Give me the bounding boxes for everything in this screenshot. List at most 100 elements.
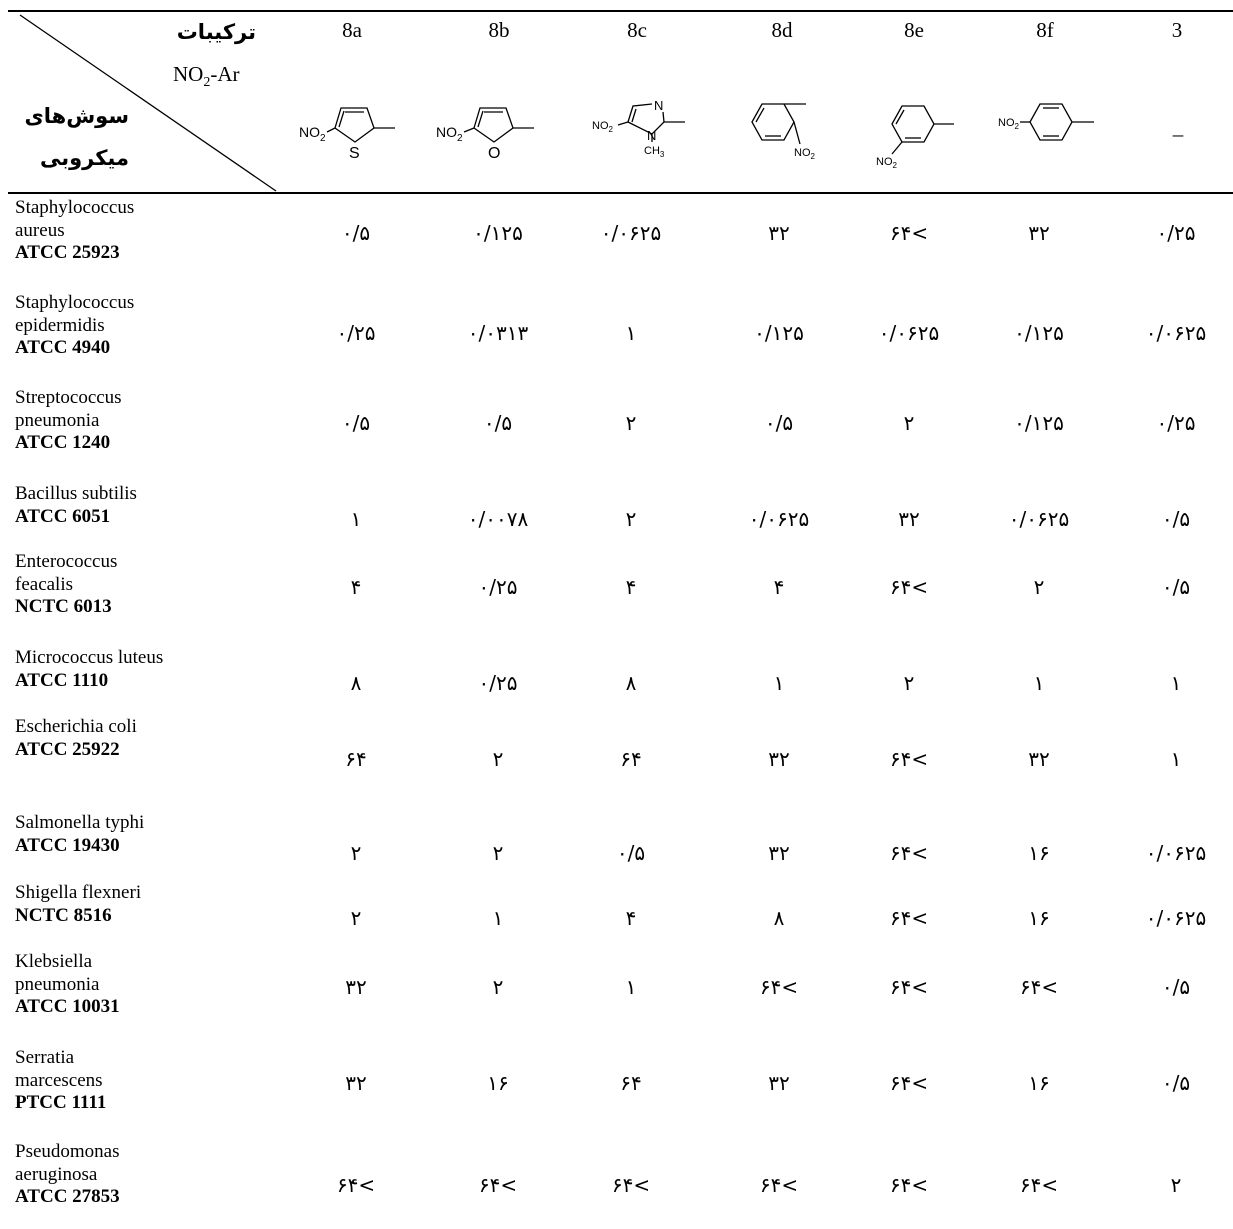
- mic-value-cell-8c: ۱: [625, 975, 637, 999]
- mic-value-cell-3: ۰/۰۶۲۵: [1145, 906, 1207, 930]
- mic-value-cell-8c: ۲: [625, 507, 637, 531]
- table-row: Streptococcus pneumonia ATCC 1240 ۰/۵ ۰/۵ ۲ ۰/…: [0, 387, 1233, 475]
- table-top-rule: [8, 10, 1233, 12]
- nitroaryl-header-label: NO2-Ar: [173, 62, 240, 91]
- mic-value-cell-8a: ۰/۲۵: [336, 321, 376, 345]
- mic-value-cell-8e: ۶۴<: [889, 841, 929, 865]
- mic-value-cell-8f: ۶۴<: [1019, 1173, 1059, 1197]
- mic-value-cell-8e: ۶۴<: [889, 1173, 929, 1197]
- strain-code: ATCC 25923: [15, 242, 120, 263]
- strain-name-line: Pseudomonas: [15, 1141, 120, 1162]
- table-row: Staphylococcus epidermidis ATCC 4940 ۰/۲۵ ۰/…: [0, 292, 1233, 380]
- column-header-8f: 8f: [1036, 18, 1054, 42]
- nitrogen-atom-bottom: N: [647, 128, 656, 143]
- methyl-label: CH3: [644, 145, 665, 159]
- strains-header-label-line2: میکروبی: [39, 146, 129, 170]
- table-row: Shigella flexneri NCTC 8516 ۲ ۱ ۴ ۸ ۶۴< ۱۶ ۰/۰۶۲…: [0, 882, 1233, 970]
- column-header-8a: 8a: [342, 18, 362, 42]
- mic-value-cell-8a: ۶۴<: [336, 1173, 376, 1197]
- mic-value-cell-8e: ۲: [903, 411, 915, 435]
- mic-value-cell-8f: ۳۲: [1028, 747, 1050, 771]
- mic-value-cell-3: ۰/۵: [1161, 507, 1191, 531]
- nitro-label: NO2: [299, 124, 326, 144]
- strain-code: ATCC 25922: [15, 738, 120, 760]
- mic-value-cell-8e: ۳۲: [898, 507, 920, 531]
- strain-name-cell: Bacillus subtilis ATCC 6051: [15, 483, 245, 528]
- mic-value-cell-3: ۰/۰۶۲۵: [1145, 321, 1207, 345]
- mic-value-cell-3: ۰/۰۶۲۵: [1145, 841, 1207, 865]
- nitro-text: NO: [173, 62, 204, 86]
- strain-name-line: epidermidis: [15, 314, 105, 336]
- mic-value-cell-3: ۱: [1170, 671, 1182, 695]
- strain-code: PTCC 1111: [15, 1092, 107, 1113]
- mic-value-cell-8b: ۲: [492, 841, 504, 865]
- structure-8c-nitroimidazole: NO2 N N CH3: [590, 92, 720, 172]
- mic-value-cell-8f: ۲: [1033, 575, 1045, 599]
- mic-value-cell-8c: ۶۴: [620, 1071, 642, 1095]
- mic-value-cell-8b: ۱۶: [487, 1071, 509, 1095]
- strain-code: ATCC 6051: [15, 505, 111, 527]
- strain-code: ATCC 1240: [15, 432, 111, 453]
- mic-value-cell-8e: ۶۴<: [889, 747, 929, 771]
- mic-value-cell-8b: ۰/۵: [483, 411, 513, 435]
- mic-value-cell-8d: ۳۲: [768, 841, 790, 865]
- nitro-label: NO2: [592, 120, 614, 134]
- mic-value-cell-8c: ۰/۰۶۲۵: [600, 221, 662, 245]
- strain-name-line: Salmonella typhi: [15, 812, 145, 833]
- column-header-8e: 8e: [904, 18, 924, 42]
- table-row: Bacillus subtilis ATCC 6051 ۱ ۰/۰۰۷۸ ۲ ۰/۰۶۲۵…: [0, 483, 1233, 571]
- structure-8a-nitrothiophene: NO2 S: [297, 92, 417, 172]
- table-row: Salmonella typhi ATCC 19430 ۲ ۲ ۰/۵ ۳۲ ۶۴< ۱۶ ۰/…: [0, 812, 1233, 900]
- mic-value-cell-8e: ۶۴<: [889, 221, 929, 245]
- strain-name-line: Shigella flexneri: [15, 882, 142, 903]
- nitrogen-atom-top: N: [654, 98, 663, 113]
- mic-value-cell-8a: ۰/۵: [341, 221, 371, 245]
- mic-value-cell-8f: ۱۶: [1028, 906, 1050, 930]
- mic-value-cell-8d: ۳۲: [768, 221, 790, 245]
- strain-name-cell: Salmonella typhi ATCC 19430: [15, 812, 245, 857]
- strain-name-cell: Shigella flexneri NCTC 8516: [15, 882, 245, 927]
- mic-value-cell-8c: ۴: [625, 575, 637, 599]
- mic-value-cell-8d: ۴: [773, 575, 785, 599]
- mic-value-cell-3: ۱: [1170, 747, 1182, 771]
- strain-name-line: Staphylococcus: [15, 197, 135, 218]
- mic-value-cell-8c: ۶۴<: [611, 1173, 651, 1197]
- mic-value-cell-8b: ۰/۲۵: [478, 575, 518, 599]
- mic-value-cell-8c: ۲: [625, 411, 637, 435]
- mic-value-cell-8c: ۴: [625, 906, 637, 930]
- structure-8f-para-nitrophenyl: NO2: [998, 92, 1108, 167]
- header-diagonal-line: [18, 13, 288, 198]
- mic-value-cell-8e: ۰/۰۶۲۵: [878, 321, 940, 345]
- strain-name-line: Streptococcus: [15, 387, 122, 408]
- mic-value-cell-8f: ۰/۱۲۵: [1014, 411, 1064, 435]
- mic-value-cell-8c: ۶۴: [620, 747, 642, 771]
- table-row: Klebsiella pneumonia ATCC 10031 ۳۲ ۲ ۱ ۶۴< ۶۴< ۶…: [0, 951, 1233, 1039]
- mic-value-cell-8b: ۰/۲۵: [478, 671, 518, 695]
- strain-name-line: Micrococcus luteus: [15, 647, 164, 668]
- mic-value-cell-8d: ۸: [773, 906, 785, 930]
- strain-name-cell: Pseudomonas aeruginosa ATCC 27853: [15, 1141, 245, 1209]
- mic-value-cell-8d: ۳۲: [768, 1071, 790, 1095]
- mic-value-cell-8e: ۶۴<: [889, 975, 929, 999]
- strain-name-line: Enterococcus: [15, 551, 118, 572]
- strain-name-cell: Enterococcus feacalis NCTC 6013: [15, 551, 245, 619]
- mic-value-cell-8c: ۸: [625, 671, 637, 695]
- mic-value-cell-8b: ۱: [492, 906, 504, 930]
- mic-value-cell-8e: ۶۴<: [889, 1071, 929, 1095]
- table-row: Staphylococcus aureus ATCC 25923 ۰/۵ ۰/۱۲۵ ۰/…: [0, 197, 1233, 285]
- mic-value-cell-8b: ۲: [492, 747, 504, 771]
- strain-name-line: marcescens: [15, 1069, 103, 1091]
- strains-header-label-line1: سوش‌های: [24, 104, 130, 128]
- mic-value-cell-8d: ۰/۱۲۵: [754, 321, 804, 345]
- mic-value-cell-8f: ۰/۱۲۵: [1014, 321, 1064, 345]
- mic-value-cell-8f: ۰/۰۶۲۵: [1008, 507, 1070, 531]
- mic-value-cell-8d: ۳۲: [768, 747, 790, 771]
- strain-code: ATCC 1110: [15, 669, 109, 691]
- mic-value-cell-8f: ۱: [1033, 671, 1045, 695]
- mic-value-cell-8d: ۰/۵: [764, 411, 794, 435]
- mic-value-cell-8a: ۱: [350, 507, 362, 531]
- strain-name-line: pneumonia: [15, 409, 100, 431]
- table-row: Escherichia coli ATCC 25922 ۶۴ ۲ ۶۴ ۳۲ ۶۴< ۳۲ ۱: [0, 716, 1233, 804]
- header-bottom-rule: [8, 192, 1233, 194]
- column-header-3: 3: [1171, 18, 1183, 42]
